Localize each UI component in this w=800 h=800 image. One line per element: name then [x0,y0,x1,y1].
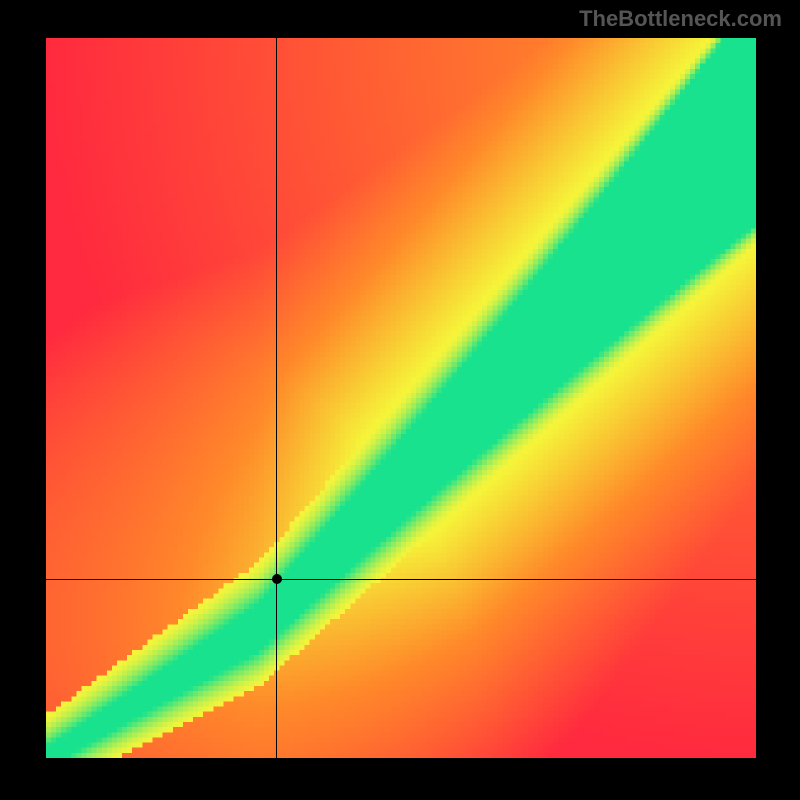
crosshair-vertical [276,38,277,758]
chart-container: TheBottleneck.com [0,0,800,800]
crosshair-horizontal [46,579,756,580]
watermark-text: TheBottleneck.com [579,6,782,32]
heatmap-canvas [46,38,756,758]
crosshair-marker [272,574,282,584]
heatmap-plot-area [46,38,756,758]
